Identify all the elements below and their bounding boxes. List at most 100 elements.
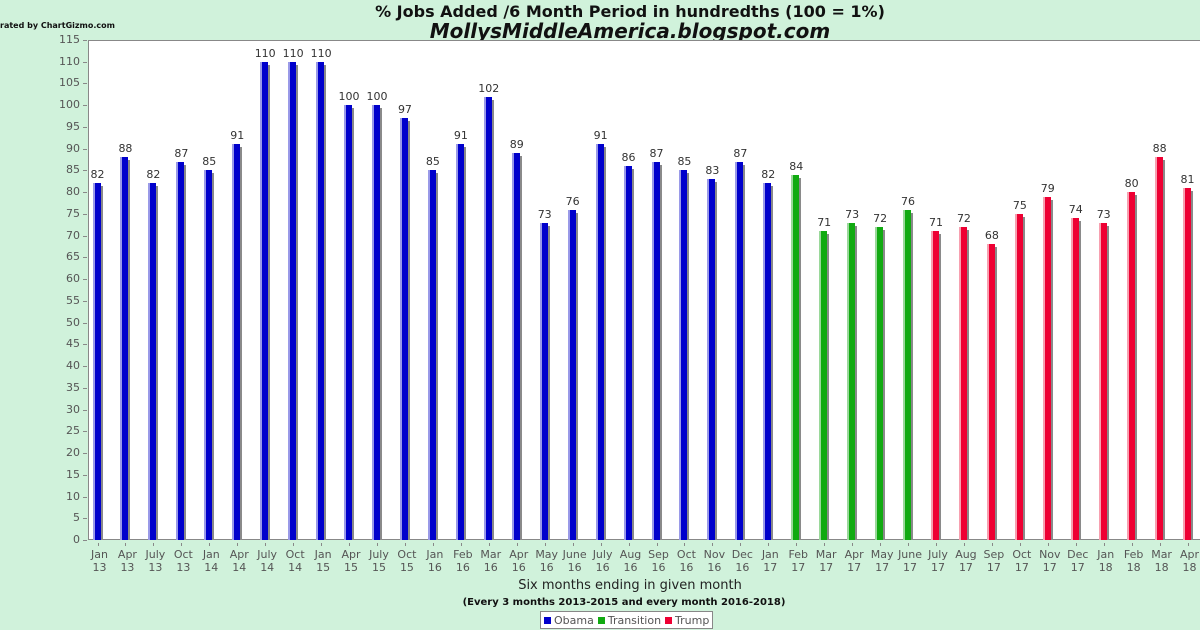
x-tick-mark: [404, 543, 406, 546]
y-tick-label: 10: [66, 489, 80, 503]
x-tick-label: Aug 17: [955, 548, 977, 574]
y-tick-mark: [83, 105, 87, 107]
plot-area: [88, 40, 1200, 540]
bar-value-label: 82: [146, 168, 161, 182]
x-tick-mark: [153, 543, 155, 546]
bar-obama: [148, 183, 160, 540]
bar-value-label: 68: [984, 229, 999, 243]
bar-value-label: 110: [282, 46, 304, 60]
x-tick-label: Feb 18: [1123, 548, 1144, 574]
bar-trump: [1154, 157, 1167, 540]
x-tick-label: Sep 17: [983, 548, 1005, 574]
bar-value-label: 87: [174, 146, 189, 160]
bar-value-label: 71: [817, 216, 832, 230]
legend: Obama Transition Trump: [540, 611, 714, 629]
bar-transition: [847, 222, 859, 540]
y-tick-mark: [83, 431, 87, 433]
bar-obama: [735, 161, 747, 540]
y-tick-label: 90: [66, 141, 80, 155]
x-tick-mark: [293, 543, 295, 546]
y-tick-mark: [83, 126, 87, 128]
y-tick-mark: [83, 235, 87, 237]
x-tick-label: Oct 17: [1012, 548, 1032, 574]
x-tick-label: Dec 16: [731, 548, 753, 574]
y-tick-mark: [83, 148, 87, 150]
chart-credit: rated by ChartGizmo.com: [0, 21, 115, 30]
x-tick-mark: [432, 543, 434, 546]
y-tick-mark: [83, 540, 87, 541]
x-tick-mark: [125, 543, 127, 546]
bar-obama: [92, 183, 105, 540]
bar-transition: [819, 231, 831, 540]
y-tick-mark: [83, 257, 87, 259]
x-tick-label: Oct 13: [173, 548, 193, 574]
x-tick-label: Mar 16: [480, 548, 502, 574]
transition-swatch-icon: [597, 616, 605, 624]
bar-obama: [176, 161, 188, 540]
y-tick-label: 50: [66, 315, 80, 329]
y-tick-mark: [83, 83, 87, 85]
x-tick-mark: [349, 543, 351, 546]
legend-item-trump: Trump: [665, 614, 709, 627]
bar-trump: [1070, 218, 1083, 540]
bar-transition: [875, 226, 887, 540]
y-tick-mark: [83, 366, 87, 368]
chart-title: % Jobs Added /6 Month Period in hundredt…: [375, 2, 885, 21]
y-tick-label: 65: [66, 250, 80, 264]
bar-value-label: 100: [366, 90, 388, 104]
bar-value-label: 91: [230, 129, 245, 143]
bar-value-label: 74: [1068, 203, 1083, 217]
bar-trump: [1126, 192, 1139, 540]
x-tick-mark: [488, 543, 490, 546]
bar-value-label: 76: [901, 194, 916, 208]
x-tick-mark: [768, 543, 770, 546]
x-tick-label: Oct 16: [676, 548, 696, 574]
x-tick-mark: [237, 543, 239, 546]
x-tick-label: Jan 16: [426, 548, 444, 574]
x-tick-label: Oct 14: [285, 548, 305, 574]
bar-obama: [232, 144, 244, 540]
y-tick-label: 40: [66, 359, 80, 373]
x-tick-label: Nov 17: [1039, 548, 1061, 574]
bar-obama: [623, 166, 636, 540]
y-tick-label: 20: [66, 446, 80, 460]
y-tick-label: 25: [66, 424, 80, 438]
bar-transition: [903, 209, 915, 540]
x-tick-mark: [1131, 543, 1133, 546]
x-tick-mark: [684, 543, 686, 546]
x-tick-label: Dec 17: [1067, 548, 1089, 574]
x-tick-mark: [963, 543, 965, 546]
x-tick-label: July 16: [592, 548, 613, 574]
bar-value-label: 85: [677, 155, 692, 169]
bar-obama: [511, 153, 524, 540]
bar-obama: [651, 161, 664, 540]
bar-trump: [1182, 187, 1195, 540]
bar-obama: [455, 144, 468, 540]
bar-value-label: 76: [565, 194, 580, 208]
bar-trump: [931, 231, 943, 540]
x-tick-mark: [991, 543, 993, 546]
obama-swatch-icon: [544, 616, 551, 624]
y-tick-label: 110: [59, 54, 80, 68]
bar-obama: [260, 61, 272, 540]
y-tick-mark: [83, 496, 87, 498]
y-tick-mark: [83, 344, 87, 346]
bar-value-label: 91: [593, 129, 608, 143]
x-tick-mark: [209, 543, 211, 546]
y-tick-label: 115: [59, 33, 80, 46]
x-axis-label: Six months ending in given month: [518, 578, 742, 593]
x-tick-label: Feb 16: [453, 548, 473, 574]
y-tick-label: 100: [59, 98, 80, 112]
y-tick-mark: [83, 322, 87, 324]
x-tick-mark: [1103, 543, 1105, 546]
x-tick-mark: [1075, 543, 1077, 546]
x-tick-mark: [1187, 543, 1189, 546]
x-tick-mark: [572, 543, 574, 546]
y-tick-mark: [83, 474, 87, 476]
x-tick-mark: [97, 543, 99, 546]
y-tick-label: 75: [66, 206, 80, 220]
x-tick-label: Mar 17: [815, 548, 837, 574]
bar-obama: [679, 170, 691, 540]
y-tick-mark: [83, 300, 87, 302]
bar-value-label: 97: [397, 103, 412, 117]
